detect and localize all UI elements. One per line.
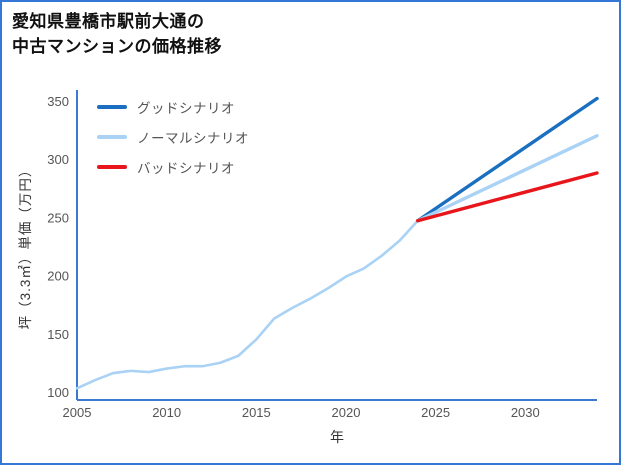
legend-item-bad: バッドシナリオ	[97, 157, 249, 177]
legend-item-good: グッドシナリオ	[97, 97, 249, 117]
legend-swatch	[97, 135, 127, 139]
x-axis-label: 年	[330, 429, 344, 445]
chart-title: 愛知県豊橋市駅前大通の 中古マンションの価格推移	[12, 10, 222, 59]
svg-text:2030: 2030	[511, 405, 540, 420]
svg-text:2005: 2005	[63, 405, 92, 420]
legend-label: グッドシナリオ	[137, 101, 235, 116]
y-axis-label: 坪（3.3㎡）単価（万円）	[18, 162, 33, 330]
chart-title-line2: 中古マンションの価格推移	[12, 36, 222, 56]
svg-text:200: 200	[47, 269, 69, 284]
legend-swatch	[97, 165, 127, 169]
legend-label: ノーマルシナリオ	[137, 131, 249, 146]
legend-item-normal: ノーマルシナリオ	[97, 127, 249, 147]
legend: グッドシナリオ ノーマルシナリオ バッドシナリオ	[97, 97, 249, 177]
svg-text:350: 350	[47, 94, 69, 109]
svg-text:2025: 2025	[421, 405, 450, 420]
legend-label: バッドシナリオ	[137, 161, 235, 176]
svg-text:300: 300	[47, 152, 69, 167]
svg-text:250: 250	[47, 210, 69, 225]
svg-text:2010: 2010	[152, 405, 181, 420]
chart-title-line1: 愛知県豊橋市駅前大通の	[12, 12, 205, 31]
svg-text:100: 100	[47, 385, 69, 400]
svg-text:150: 150	[47, 327, 69, 342]
legend-swatch	[97, 105, 127, 109]
svg-text:2020: 2020	[332, 405, 361, 420]
svg-text:2015: 2015	[242, 405, 271, 420]
